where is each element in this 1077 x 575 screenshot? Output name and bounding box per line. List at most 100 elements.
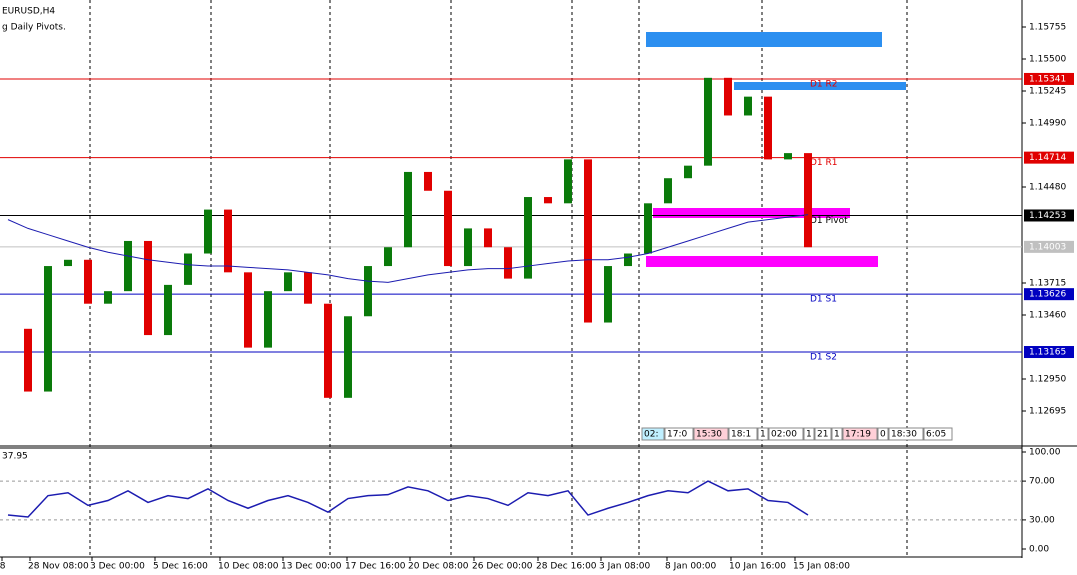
candle: [304, 272, 312, 304]
price-tag-label: 1.13626: [1029, 290, 1066, 300]
candle: [44, 266, 52, 392]
time-label: 13 Dec 00:00: [281, 562, 342, 572]
candle: [784, 153, 792, 160]
candle: [144, 240, 152, 336]
candle: [244, 272, 252, 348]
candle: [444, 190, 452, 267]
time-box-label: 1: [806, 430, 812, 440]
time-box: [814, 427, 832, 441]
price-tag: [1024, 288, 1074, 301]
price-label: 1.12950: [1029, 375, 1066, 385]
candle: [464, 228, 472, 267]
level-name: D1 R2: [810, 79, 838, 89]
price-tag: [1024, 209, 1074, 222]
zone: [653, 208, 850, 218]
candle: [264, 291, 272, 348]
candle: [744, 96, 752, 116]
candle: [284, 272, 292, 292]
candle: [524, 197, 532, 279]
price-label: 1.15500: [1029, 55, 1066, 65]
candle: [344, 316, 352, 398]
candle: [104, 291, 112, 304]
price-tag: [1024, 346, 1074, 359]
candle: [544, 197, 552, 204]
time-label: 10 Jan 16:00: [729, 562, 786, 572]
rsi-line: [7, 480, 809, 518]
time-box-label: 02:: [644, 430, 658, 440]
time-box-label: 1: [834, 430, 840, 440]
candle: [84, 259, 92, 304]
time-box: [693, 427, 729, 441]
time-box: [768, 427, 804, 441]
candle: [184, 253, 192, 285]
time-label: 18: [0, 562, 6, 572]
price-tag-label: 1.14714: [1029, 153, 1066, 163]
time-box-label: 21: [817, 430, 828, 440]
time-label: 3 Jan 08:00: [599, 562, 651, 572]
candle: [804, 153, 812, 248]
bid-label: 1.14003: [1029, 242, 1066, 252]
time-box-label: 18:30: [891, 430, 917, 440]
price-tag-label: 1.14253: [1029, 211, 1066, 221]
price-label: 1.14480: [1029, 183, 1066, 193]
candle: [204, 209, 212, 254]
price-label: 1.15245: [1029, 87, 1066, 97]
candle: [564, 159, 572, 204]
price-label: 1.15755: [1029, 23, 1066, 33]
candle: [64, 259, 72, 267]
candle: [724, 77, 732, 116]
zone: [734, 82, 906, 90]
candle: [364, 266, 372, 317]
time-box: [877, 427, 889, 441]
time-label: 28 Dec 16:00: [536, 562, 597, 572]
time-label: 15 Jan 08:00: [793, 562, 850, 572]
rsi-tick-label: 100.00: [1029, 448, 1061, 458]
time-box: [641, 427, 665, 441]
zone: [646, 256, 878, 267]
time-box: [757, 427, 769, 441]
time-label: 20 Dec 08:00: [408, 562, 469, 572]
rsi-tick-label: 30.00: [1029, 515, 1055, 525]
candle: [504, 247, 512, 279]
candle: [684, 165, 692, 179]
candle: [704, 77, 712, 166]
symbol: EURUSD,H4: [2, 7, 55, 17]
candle: [424, 171, 432, 191]
time-label: 8 Jan 00:00: [665, 562, 717, 572]
candle: [384, 247, 392, 267]
time-box-label: 0: [880, 430, 886, 440]
price-tag: [1024, 72, 1074, 85]
time-box: [888, 427, 924, 441]
time-label: 26 Dec 00:00: [472, 562, 533, 572]
candle: [584, 159, 592, 323]
candle: [124, 240, 132, 292]
time-box-label: 17:0: [667, 430, 687, 440]
time-box-label: 6:05: [926, 430, 946, 440]
time-box-label: 15:30: [696, 430, 722, 440]
bid-tag: [1024, 240, 1074, 253]
time-box: [923, 427, 953, 441]
moving-average: [7, 214, 809, 283]
time-box: [803, 427, 815, 441]
time-label: 17 Dec 16:00: [345, 562, 406, 572]
level-name: D1 S1: [810, 295, 837, 305]
candle: [764, 96, 772, 160]
candle: [624, 253, 632, 267]
time-box-label: 1: [760, 430, 766, 440]
time-box: [831, 427, 843, 441]
rsi-tick-label: 0.00: [1029, 545, 1049, 555]
indicator-name: g Daily Pivots.: [2, 23, 66, 33]
candle: [324, 303, 332, 398]
rsi-value: 37.95: [2, 452, 28, 462]
price-tag-label: 1.13165: [1029, 348, 1066, 358]
time-box-label: 02:00: [771, 430, 797, 440]
time-label: 5 Dec 16:00: [153, 562, 208, 572]
price-label: 1.12695: [1029, 407, 1066, 417]
candle: [404, 171, 412, 248]
price-label: 1.13715: [1029, 279, 1066, 289]
level-name: D1 Pivot: [810, 216, 848, 226]
level-name: D1 S2: [810, 353, 837, 363]
time-box-label: 17:19: [845, 430, 871, 440]
zone: [646, 32, 882, 47]
